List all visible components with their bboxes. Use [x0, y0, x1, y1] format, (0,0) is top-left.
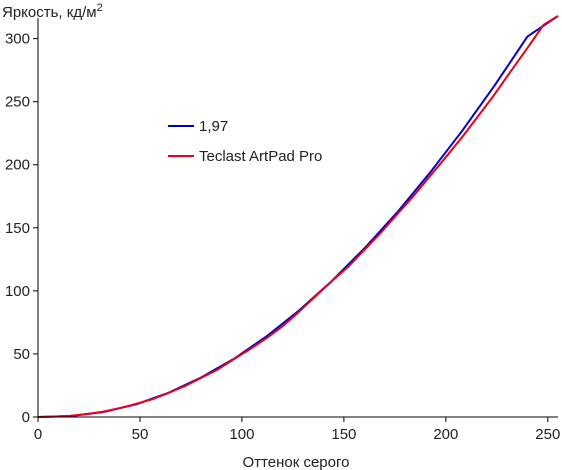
series-line-1 — [37, 15, 559, 418]
y-tick-label: 0 — [22, 409, 30, 426]
x-tick-label: 150 — [331, 426, 356, 443]
series-line-2 — [37, 15, 559, 418]
x-tick-label: 200 — [433, 426, 458, 443]
x-tick-label: 100 — [229, 426, 254, 443]
x-tick-label: 0 — [34, 426, 42, 443]
y-tick-label: 250 — [5, 94, 30, 111]
axes-layer: 0 50 100 150 200 250 0 50 100 150 200 250 300 — [5, 18, 560, 443]
legend: 1,97 Teclast ArtPad Pro — [168, 118, 322, 165]
legend-label-2: Teclast ArtPad Pro — [199, 148, 322, 165]
y-tick-label: 150 — [5, 220, 30, 237]
y-tick-label: 200 — [5, 157, 30, 174]
y-tick-label: 300 — [5, 31, 30, 48]
y-tick-label: 100 — [5, 283, 30, 300]
y-tick-label: 50 — [13, 346, 30, 363]
series-layer — [37, 15, 559, 418]
y-axis-label: Яркость, кд/м2 — [2, 2, 103, 21]
x-tick-label: 50 — [132, 426, 149, 443]
x-tick-label: 250 — [535, 426, 560, 443]
legend-label-1: 1,97 — [199, 118, 228, 135]
x-axis-label: Оттенок серого — [243, 454, 350, 470]
